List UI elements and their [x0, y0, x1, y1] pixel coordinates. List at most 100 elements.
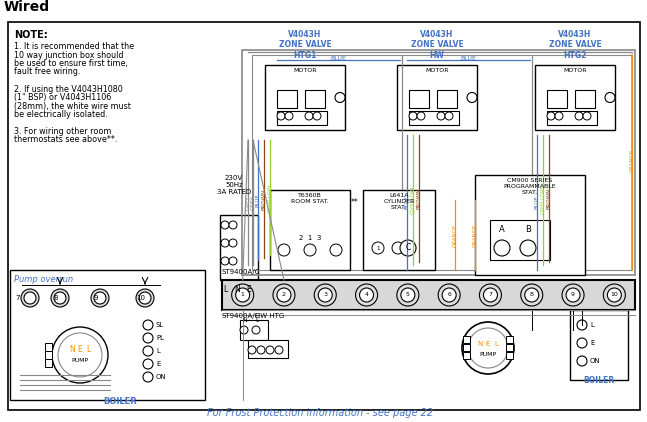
- Text: 2  1  3: 2 1 3: [299, 235, 321, 241]
- Text: N: N: [243, 318, 247, 323]
- Text: 9: 9: [94, 295, 98, 301]
- Text: N: N: [234, 285, 240, 294]
- Circle shape: [51, 289, 69, 307]
- Text: L641A
CYLINDER
STAT.: L641A CYLINDER STAT.: [384, 193, 415, 210]
- Bar: [45, 351, 52, 359]
- Circle shape: [305, 112, 313, 120]
- Circle shape: [24, 292, 36, 304]
- Bar: [248, 340, 288, 358]
- Circle shape: [318, 288, 333, 302]
- Text: BLUE: BLUE: [460, 56, 476, 61]
- Circle shape: [236, 288, 250, 302]
- Circle shape: [417, 112, 425, 120]
- Bar: [402, 55, 532, 270]
- Text: B: B: [525, 225, 531, 234]
- Text: E: E: [590, 340, 595, 346]
- Text: C: C: [406, 243, 411, 252]
- Circle shape: [555, 112, 563, 120]
- Text: Wired: Wired: [4, 0, 50, 14]
- Text: BROWN: BROWN: [261, 188, 267, 210]
- Circle shape: [314, 284, 336, 306]
- Bar: [45, 343, 52, 351]
- Bar: [547, 111, 597, 125]
- Circle shape: [397, 284, 419, 306]
- Circle shape: [136, 289, 154, 307]
- Circle shape: [52, 327, 108, 383]
- Circle shape: [445, 112, 453, 120]
- Circle shape: [437, 112, 445, 120]
- Bar: [570, 310, 628, 380]
- Text: L: L: [494, 341, 498, 347]
- Text: Pump overrun: Pump overrun: [14, 275, 73, 284]
- Text: 2. If using the V4043H1080: 2. If using the V4043H1080: [14, 84, 123, 94]
- Circle shape: [467, 92, 477, 103]
- Bar: [409, 111, 459, 125]
- Text: NOTE:: NOTE:: [14, 30, 48, 40]
- Bar: [397, 65, 477, 130]
- Text: be electrically isolated.: be electrically isolated.: [14, 110, 108, 119]
- Bar: [220, 215, 258, 280]
- Text: BLUE: BLUE: [256, 193, 261, 207]
- Text: E: E: [156, 361, 160, 367]
- Circle shape: [257, 346, 265, 354]
- Text: N: N: [69, 346, 75, 354]
- Circle shape: [143, 346, 153, 356]
- Circle shape: [277, 112, 285, 120]
- Text: GREY: GREY: [250, 195, 256, 210]
- Text: ON: ON: [156, 374, 167, 380]
- Text: ORANGE: ORANGE: [452, 223, 457, 246]
- Text: MOTOR: MOTOR: [425, 68, 449, 73]
- Circle shape: [604, 284, 626, 306]
- Text: G/YELLOW: G/YELLOW: [410, 186, 415, 214]
- Text: PUMP: PUMP: [479, 352, 496, 357]
- Text: PL: PL: [156, 335, 164, 341]
- Text: 7: 7: [488, 292, 492, 298]
- Circle shape: [401, 288, 415, 302]
- Bar: [265, 65, 345, 130]
- Circle shape: [520, 240, 536, 256]
- Circle shape: [360, 288, 373, 302]
- Circle shape: [278, 244, 290, 256]
- Text: SL: SL: [156, 322, 164, 328]
- Text: be used to ensure first time,: be used to ensure first time,: [14, 59, 128, 68]
- Bar: [277, 90, 297, 108]
- Text: BOILER: BOILER: [103, 397, 137, 406]
- Text: MOTOR: MOTOR: [564, 68, 587, 73]
- Text: N: N: [477, 341, 483, 347]
- Text: ORANGE: ORANGE: [630, 149, 635, 172]
- Circle shape: [240, 326, 248, 334]
- Circle shape: [525, 288, 539, 302]
- Circle shape: [143, 359, 153, 369]
- Circle shape: [330, 244, 342, 256]
- Text: E: E: [486, 341, 490, 347]
- Text: L: L: [86, 346, 90, 354]
- Bar: [222, 280, 635, 310]
- Text: E: E: [78, 346, 82, 354]
- Text: 1. It is recommended that the: 1. It is recommended that the: [14, 42, 134, 51]
- Circle shape: [335, 92, 345, 103]
- Text: ORANGE: ORANGE: [472, 223, 477, 246]
- Text: 7: 7: [16, 295, 20, 301]
- Circle shape: [248, 346, 256, 354]
- Text: BLUE: BLUE: [534, 196, 540, 209]
- Text: 3: 3: [324, 292, 327, 298]
- Circle shape: [566, 288, 580, 302]
- Bar: [277, 111, 327, 125]
- Circle shape: [221, 221, 229, 229]
- Text: 10: 10: [611, 292, 619, 298]
- Circle shape: [304, 244, 316, 256]
- Circle shape: [229, 221, 237, 229]
- Bar: [463, 352, 470, 359]
- Text: ST9400A/C: ST9400A/C: [222, 313, 260, 319]
- Circle shape: [143, 320, 153, 330]
- Bar: [475, 175, 585, 275]
- Text: L: L: [223, 285, 227, 294]
- Circle shape: [494, 240, 510, 256]
- Text: L: L: [590, 322, 594, 328]
- Text: GREY: GREY: [245, 195, 250, 210]
- Circle shape: [91, 289, 109, 307]
- Circle shape: [221, 239, 229, 247]
- Circle shape: [438, 284, 460, 306]
- Circle shape: [252, 326, 260, 334]
- Circle shape: [547, 112, 555, 120]
